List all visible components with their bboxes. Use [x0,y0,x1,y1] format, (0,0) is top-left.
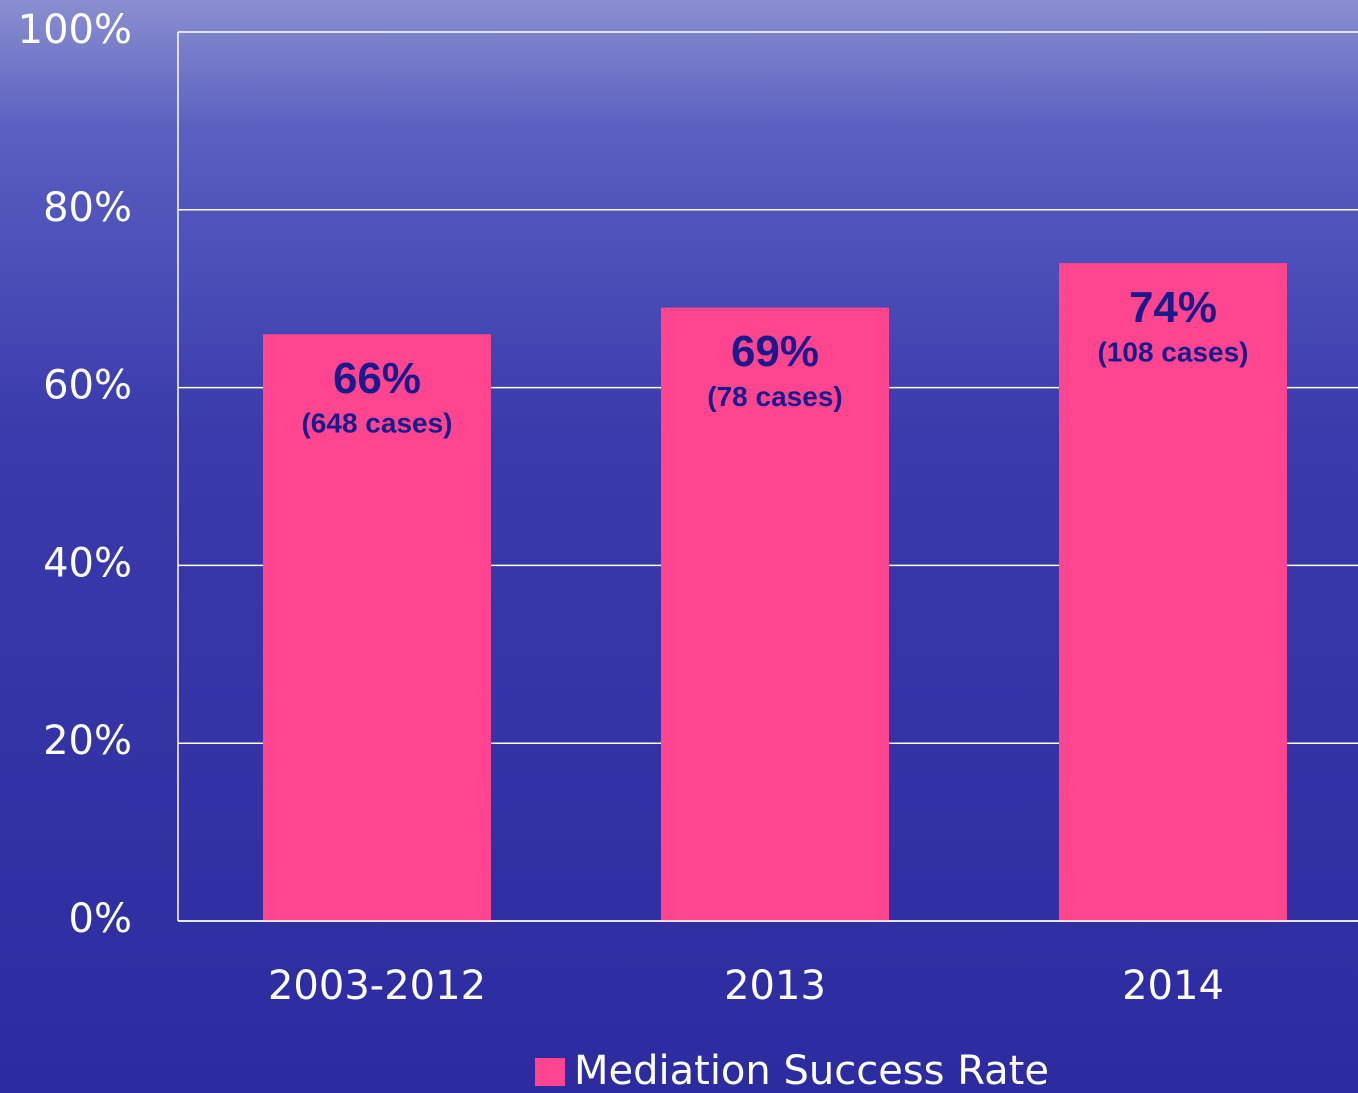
value-label: 66% [333,354,421,403]
y-tick-label: 0% [69,896,132,942]
y-tick-label: 100% [18,7,132,53]
value-label: 74% [1129,283,1217,332]
y-tick-label: 40% [43,540,132,586]
chart: 0% 20% 40% 60% 80% 100% 66% (648 cases) 69% (78 c… [0,0,1358,1093]
y-tick-label: 80% [43,185,132,231]
case-label: (108 cases) [1097,337,1248,368]
y-tick-label: 60% [43,363,132,409]
y-tick-label: 20% [43,718,132,764]
legend-label: Mediation Success Rate [574,1048,1049,1093]
x-tick-label: 2013 [724,963,826,1009]
case-label: (78 cases) [707,381,842,412]
x-tick-label: 2003-2012 [268,963,486,1009]
legend-swatch [535,1058,565,1086]
case-label: (648 cases) [301,408,452,439]
x-tick-label: 2014 [1122,963,1224,1009]
value-label: 69% [731,327,819,376]
